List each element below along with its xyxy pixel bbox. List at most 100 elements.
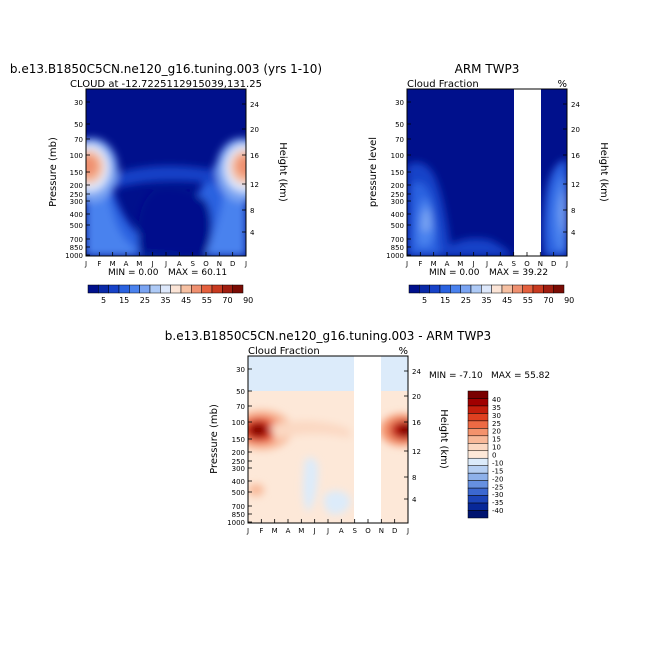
pressure-tick-label: 70 (236, 403, 245, 411)
colorbar-swatch (470, 284, 482, 294)
colorbar-label: 15 (440, 296, 450, 305)
colorbar-label: 35 (160, 296, 170, 305)
colorbar-swatch (467, 428, 489, 437)
pressure-tick-label: 400 (391, 211, 404, 219)
colorbar-label: 20 (492, 428, 501, 436)
colorbar-label: 35 (481, 296, 491, 305)
pressure-tick-label: 400 (232, 478, 245, 486)
pressure-tick-label: 70 (395, 136, 404, 144)
colorbar-swatch (501, 284, 513, 294)
colorbar-swatch (450, 284, 461, 294)
month-tick-label: J (164, 260, 167, 268)
colorbar-label: 5 (422, 296, 427, 305)
colorbar-swatch (160, 284, 171, 294)
month-tick-label: J (246, 527, 249, 535)
month-tick-label: S (190, 260, 195, 268)
colorbar-swatch (232, 284, 244, 294)
colorbar-label: 30 (492, 412, 501, 420)
height-tick-label: 16 (412, 419, 421, 427)
height-tick-labels: 24 20 16 12 8 4 (404, 368, 421, 504)
month-tick-label: M (431, 260, 437, 268)
pressure-tick-label: 500 (70, 222, 83, 230)
pressure-tick-label: 500 (391, 222, 404, 230)
colorbar-swatch (543, 284, 554, 294)
colorbar-label: 0 (492, 452, 496, 460)
colorbar-label: -40 (492, 507, 503, 515)
max-label: MAX = 60.11 (168, 268, 227, 278)
colorbar-swatch (553, 284, 565, 294)
month-tick-label: A (498, 260, 503, 268)
colorbar-swatch (467, 457, 489, 466)
pressure-tick-label: 500 (232, 489, 245, 497)
height-tick-label: 20 (571, 126, 580, 134)
contour-field (407, 89, 567, 256)
colorbar-swatch (149, 284, 161, 294)
month-tick-label: J (565, 260, 568, 268)
height-tick-label: 24 (412, 368, 421, 376)
y-axis-label-right: Height (km) (277, 142, 288, 202)
month-tick-label: F (418, 260, 422, 268)
panel-subtitle: CLOUD at -12.7225112915039,131.25 (70, 79, 262, 90)
colorbar-swatch (129, 284, 140, 294)
colorbar-swatch (118, 284, 130, 294)
colorbar-swatch (211, 284, 223, 294)
month-tick-label: J (151, 260, 154, 268)
colorbar-label: 15 (119, 296, 129, 305)
unit-label: % (398, 346, 408, 357)
colorbar-swatch (419, 284, 430, 294)
colorbar-swatch (532, 284, 544, 294)
min-label: MIN = 0.00 (429, 268, 480, 278)
colorbar-label: 10 (492, 444, 501, 452)
month-tick-label: A (177, 260, 182, 268)
pressure-tick-label: 50 (74, 121, 83, 129)
colorbar-label: 25 (461, 296, 471, 305)
pressure-tick-label: 150 (70, 169, 83, 177)
pressure-tick-label: 50 (236, 388, 245, 396)
month-tick-label: S (511, 260, 516, 268)
height-tick-label: 12 (250, 181, 259, 189)
colorbar-swatch (467, 435, 489, 444)
colorbar-label: 55 (523, 296, 533, 305)
colorbar-swatch (467, 398, 489, 407)
month-tick-label: O (524, 260, 530, 268)
colorbar-swatch (467, 390, 489, 399)
month-tick-label: D (392, 527, 397, 535)
pressure-tick-label: 700 (391, 236, 404, 244)
panel-title: b.e13.B1850C5CN.ne120_g16.tuning.003 - A… (165, 329, 491, 343)
colorbar-swatch (180, 284, 192, 294)
pressure-tick-label: 1000 (65, 252, 83, 260)
pressure-tick-label: 200 (232, 449, 245, 457)
month-tick-label: F (97, 260, 101, 268)
height-tick-label: 24 (571, 101, 580, 109)
colorbar-swatch (467, 487, 489, 496)
pressure-tick-label: 700 (70, 236, 83, 244)
colorbar-swatch (522, 284, 534, 294)
pressure-tick-label: 850 (70, 244, 83, 252)
colorbar-swatch (191, 284, 202, 294)
month-tick-label: O (365, 527, 371, 535)
colorbar-label: 70 (222, 296, 232, 305)
height-tick-label: 20 (412, 393, 421, 401)
min-label: MIN = -7.10 (429, 371, 483, 381)
height-tick-labels: 24 20 16 12 8 4 (242, 101, 259, 237)
variable-label: Cloud Fraction (407, 79, 479, 90)
unit-label: % (557, 79, 567, 90)
pressure-tick-label: 30 (395, 99, 404, 107)
height-tick-label: 4 (412, 496, 417, 504)
month-tick-label: J (485, 260, 488, 268)
height-tick-label: 12 (412, 448, 421, 456)
pressure-tick-label: 850 (391, 244, 404, 252)
colorbar-swatch (408, 284, 420, 294)
month-tick-label: J (326, 527, 329, 535)
pressure-tick-label: 30 (74, 99, 83, 107)
colorbar-swatch (467, 405, 489, 414)
month-tick-label: N (217, 260, 222, 268)
month-tick-label: M (272, 527, 278, 535)
y-axis-label: Pressure (mb) (48, 137, 59, 207)
pressure-tick-label: 50 (395, 121, 404, 129)
height-tick-label: 24 (250, 101, 259, 109)
